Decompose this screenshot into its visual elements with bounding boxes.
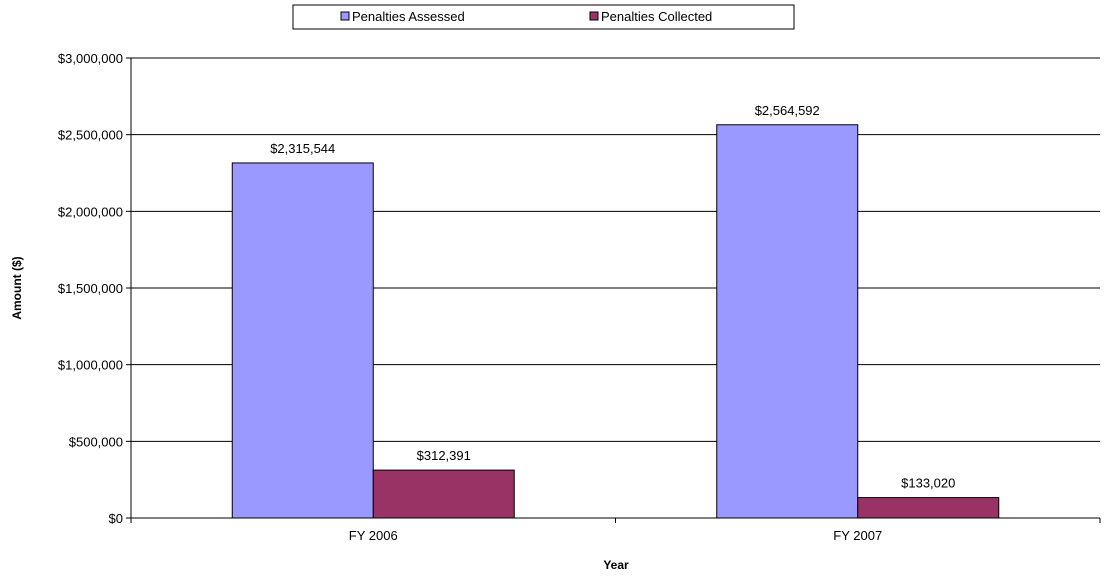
legend-swatch-assessed <box>340 11 350 21</box>
bar-collected-2 <box>857 497 1000 519</box>
y-tick-label: $1,500,000 <box>58 281 123 296</box>
y-tick-label: $500,000 <box>69 434 123 449</box>
data-label: $2,564,592 <box>755 103 820 118</box>
bar-collected-1 <box>372 469 515 519</box>
bar-assessed-2 <box>716 124 859 519</box>
legend: Penalties Assessed Penalties Collected <box>292 4 795 30</box>
y-tick-label: $2,000,000 <box>58 204 123 219</box>
bars <box>231 124 1000 519</box>
y-tick-label: $3,000,000 <box>58 51 123 66</box>
legend-swatch-collected <box>589 11 599 21</box>
y-axis-tick-labels: $0 $500,000 $1,000,000 $1,500,000 $2,000,000… <box>58 51 123 526</box>
data-label: $312,391 <box>417 448 471 463</box>
x-tick-label: FY 2006 <box>349 528 398 543</box>
x-axis-title: Year <box>603 558 629 572</box>
legend-box <box>292 4 795 30</box>
data-labels: $2,315,544 $312,391 $2,564,592 $133,020 <box>270 103 955 491</box>
y-tick-label: $0 <box>109 511 123 526</box>
x-tick-label: FY 2007 <box>833 528 882 543</box>
y-tick-label: $1,000,000 <box>58 358 123 373</box>
y-tick-label: $2,500,000 <box>58 128 123 143</box>
data-label: $2,315,544 <box>270 141 335 156</box>
y-axis-title: Amount ($) <box>10 256 24 319</box>
legend-label-assessed: Penalties Assessed <box>352 9 465 24</box>
data-label: $133,020 <box>901 476 955 491</box>
bar-assessed-1 <box>231 162 374 519</box>
legend-label-collected: Penalties Collected <box>601 9 712 24</box>
x-axis-ticks: FY 2006 FY 2007 <box>130 518 1101 543</box>
